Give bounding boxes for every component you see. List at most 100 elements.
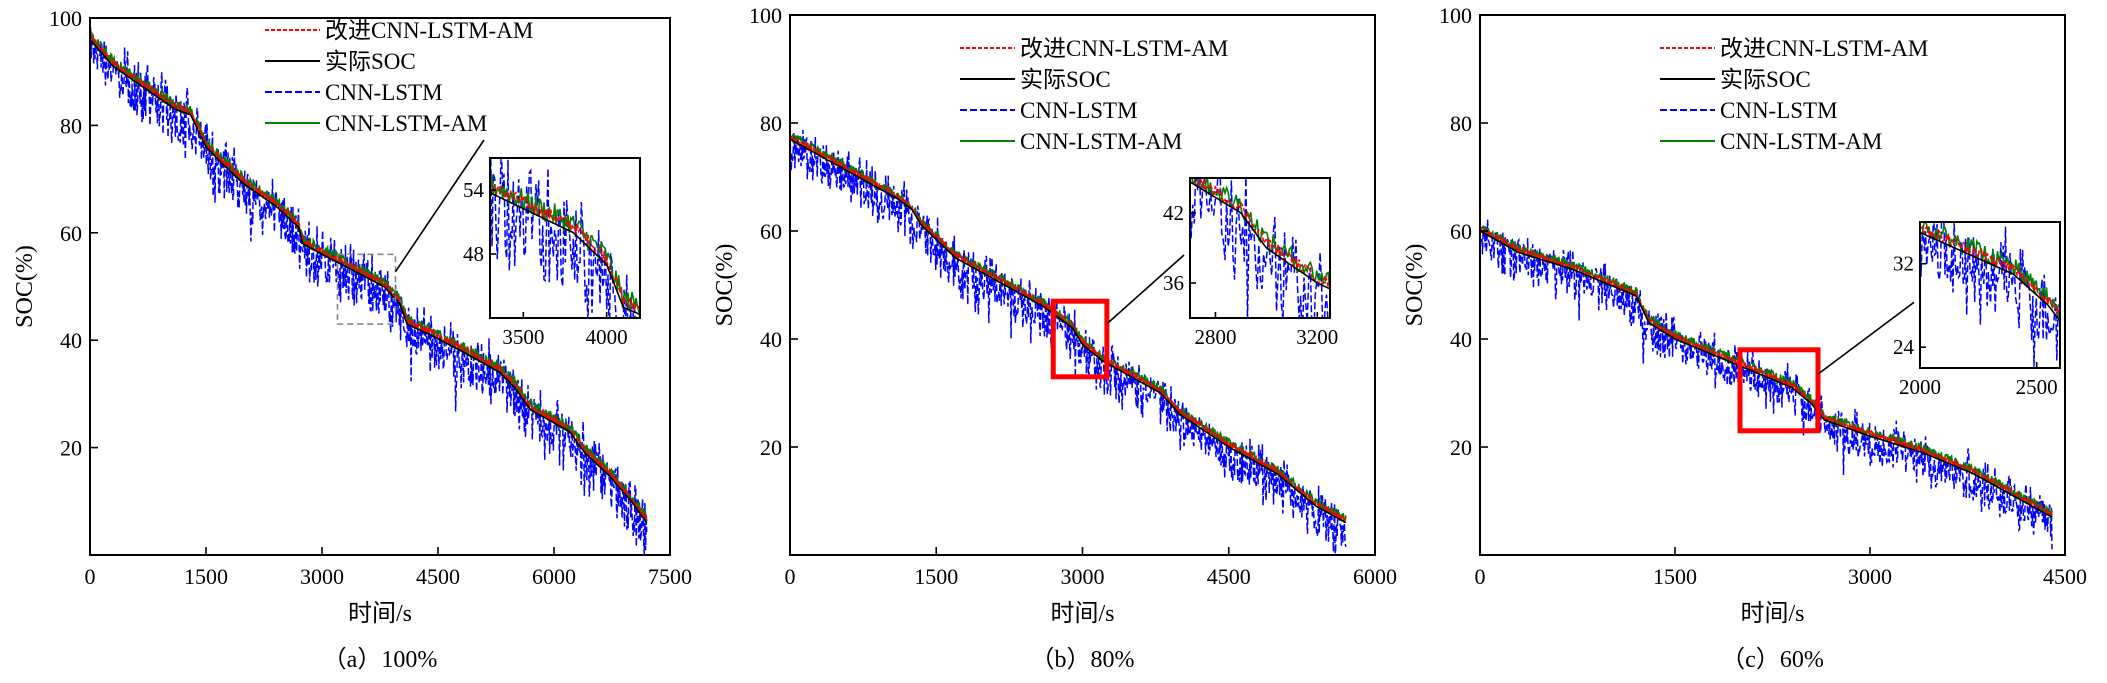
inset-leader-line bbox=[1106, 254, 1185, 325]
series-line-improved-cnn-lstm-am bbox=[90, 32, 648, 519]
series-group bbox=[90, 26, 648, 555]
inset-y-tick-label: 48 bbox=[463, 242, 484, 266]
chart-panel-b: 0 1500 3000 4500 6000 20 40 60 80 100 时间/s SOC(%) （b… bbox=[712, 3, 1397, 673]
legend-label-improved-cnn-lstm-am: 改进CNN-LSTM-AM bbox=[325, 18, 533, 43]
y-tick-label: 80 bbox=[760, 111, 782, 136]
inset-x-tick-label: 4000 bbox=[586, 325, 628, 349]
inset-leader-line bbox=[394, 139, 485, 273]
y-tick-label: 100 bbox=[1439, 3, 1472, 28]
inset-frame bbox=[1189, 177, 1331, 319]
inset-plot: 2800 3200 42 36 bbox=[1163, 177, 1338, 349]
y-tick-label: 100 bbox=[49, 6, 82, 31]
legend-label-cnn-lstm: CNN-LSTM bbox=[1720, 98, 1838, 123]
legend-label-improved-cnn-lstm-am: 改进CNN-LSTM-AM bbox=[1020, 36, 1228, 61]
x-tick-label: 6000 bbox=[1353, 564, 1397, 589]
y-tick-label: 100 bbox=[749, 3, 782, 28]
x-tick-label: 4500 bbox=[1207, 564, 1251, 589]
legend-label-cnn-lstm-am: CNN-LSTM-AM bbox=[1720, 129, 1882, 154]
inset-leader-line bbox=[1817, 301, 1915, 375]
series-line-actual-soc bbox=[790, 138, 1347, 524]
plot-frame bbox=[89, 17, 671, 556]
y-axis-label: SOC(%) bbox=[12, 245, 38, 328]
x-tick-label: 6000 bbox=[532, 564, 576, 589]
x-tick-label: 3000 bbox=[1848, 564, 1892, 589]
chart-panel-a: 0 1500 3000 4500 6000 7500 20 40 60 80 100 时间/s SOC(… bbox=[12, 6, 692, 673]
y-tick-label: 80 bbox=[1450, 111, 1472, 136]
x-tick-label: 1500 bbox=[184, 564, 228, 589]
legend-label-cnn-lstm-am: CNN-LSTM-AM bbox=[1020, 129, 1182, 154]
inset-x-tick-label: 3500 bbox=[502, 325, 544, 349]
legend-label-improved-cnn-lstm-am: 改进CNN-LSTM-AM bbox=[1720, 36, 1928, 61]
legend-label-cnn-lstm: CNN-LSTM bbox=[325, 80, 443, 105]
plot-frame bbox=[1479, 14, 2066, 556]
y-tick-label: 20 bbox=[760, 435, 782, 460]
panel-caption: （c）60% bbox=[1721, 647, 1824, 673]
y-tick-label: 20 bbox=[1450, 435, 1472, 460]
inset-series-line-cnn-lstm-am bbox=[1920, 222, 2060, 320]
y-tick-label: 60 bbox=[1450, 219, 1472, 244]
y-tick-label: 20 bbox=[60, 436, 82, 461]
x-axis-label: 时间/s bbox=[1050, 600, 1114, 627]
series-line-cnn-lstm bbox=[1480, 219, 2053, 550]
inset-plot: 3500 4000 54 48 bbox=[463, 157, 641, 349]
inset-y-tick-label: 24 bbox=[1893, 335, 1915, 359]
series-group bbox=[790, 123, 1347, 555]
x-tick-label: 3000 bbox=[300, 564, 344, 589]
x-tick-label: 4500 bbox=[416, 564, 460, 589]
inset-series-line-cnn-lstm-am bbox=[490, 174, 640, 318]
inset-x-tick-label: 2000 bbox=[1899, 375, 1941, 399]
inset-x-tick-label: 2800 bbox=[1194, 325, 1236, 349]
x-tick-label: 0 bbox=[785, 564, 796, 589]
x-axis-label: 时间/s bbox=[348, 600, 412, 627]
series-line-actual-soc bbox=[90, 38, 648, 524]
inset-frame bbox=[1919, 221, 2061, 369]
x-tick-label: 0 bbox=[85, 564, 96, 589]
y-axis-label: SOC(%) bbox=[1402, 244, 1428, 327]
inset-plot: 2000 2500 32 24 bbox=[1893, 221, 2061, 399]
inset-series-line-improved-cnn-lstm-am bbox=[1920, 225, 2060, 315]
inset-series-line-improved-cnn-lstm-am bbox=[1194, 178, 1330, 287]
series-line-improved-cnn-lstm-am bbox=[790, 133, 1347, 523]
x-tick-label: 1500 bbox=[1653, 564, 1697, 589]
inset-frame bbox=[489, 157, 641, 319]
inset-y-tick-label: 36 bbox=[1163, 271, 1184, 295]
inset-y-tick-label: 42 bbox=[1163, 201, 1184, 225]
inset-series-line-actual-soc bbox=[490, 191, 640, 316]
inset-series-line-cnn-lstm bbox=[490, 158, 640, 318]
y-tick-label: 40 bbox=[60, 328, 82, 353]
x-axis-label: 时间/s bbox=[1740, 600, 1804, 627]
zoom-region-box bbox=[1737, 347, 1821, 434]
x-tick-label: 4500 bbox=[2043, 564, 2087, 589]
legend: 改进CNN-LSTM-AM 实际SOC CNN-LSTM CNN-LSTM-AM bbox=[1660, 36, 1928, 154]
inset-background bbox=[1190, 178, 1330, 318]
x-tick-label: 0 bbox=[1475, 564, 1486, 589]
series-group bbox=[1480, 219, 2053, 550]
inset-series-line-actual-soc bbox=[1920, 231, 2060, 323]
legend-label-actual-soc: 实际SOC bbox=[325, 49, 416, 74]
legend: 改进CNN-LSTM-AM 实际SOC CNN-LSTM CNN-LSTM-AM bbox=[265, 18, 533, 136]
legend-label-cnn-lstm: CNN-LSTM bbox=[1020, 98, 1138, 123]
inset-series-line-actual-soc bbox=[1190, 180, 1330, 290]
y-tick-label: 40 bbox=[760, 327, 782, 352]
inset-x-tick-label: 3200 bbox=[1296, 325, 1338, 349]
x-tick-label: 7500 bbox=[648, 564, 692, 589]
series-line-cnn-lstm-am bbox=[1480, 225, 2053, 517]
panel-caption: （b）80% bbox=[1031, 647, 1135, 673]
inset-x-tick-label: 2500 bbox=[2016, 375, 2058, 399]
inset-y-tick-label: 32 bbox=[1893, 252, 1914, 276]
series-line-cnn-lstm bbox=[90, 26, 648, 555]
y-tick-label: 80 bbox=[60, 113, 82, 138]
y-tick-label: 60 bbox=[760, 219, 782, 244]
inset-series-line-cnn-lstm bbox=[1920, 222, 2060, 367]
x-tick-label: 3000 bbox=[1061, 564, 1105, 589]
chart-panel-c: 0 1500 3000 4500 20 40 60 80 100 时间/s SOC(%) （c）60%… bbox=[1402, 3, 2087, 673]
y-axis-label: SOC(%) bbox=[712, 244, 738, 327]
legend-label-cnn-lstm-am: CNN-LSTM-AM bbox=[325, 111, 487, 136]
series-line-improved-cnn-lstm-am bbox=[1480, 225, 2053, 517]
zoom-region-box bbox=[1050, 298, 1110, 380]
legend-label-actual-soc: 实际SOC bbox=[1720, 67, 1811, 92]
legend: 改进CNN-LSTM-AM 实际SOC CNN-LSTM CNN-LSTM-AM bbox=[960, 36, 1228, 154]
zoom-region-box bbox=[336, 253, 397, 325]
legend-label-actual-soc: 实际SOC bbox=[1020, 67, 1111, 92]
